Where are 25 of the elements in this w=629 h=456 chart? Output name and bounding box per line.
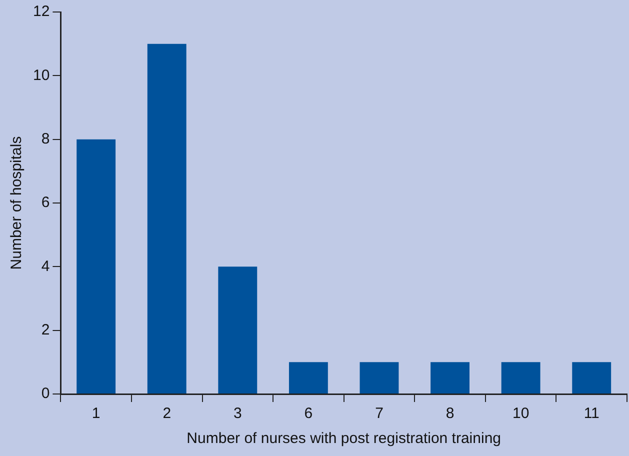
y-tick-label: 6 bbox=[41, 194, 50, 212]
x-tick-label: 6 bbox=[304, 405, 313, 422]
bar bbox=[147, 44, 186, 394]
bar bbox=[218, 266, 258, 394]
bar bbox=[76, 139, 116, 394]
y-axis-title: Number of hospitals bbox=[8, 136, 26, 270]
bar bbox=[288, 362, 328, 394]
x-tick-label: 1 bbox=[92, 405, 100, 422]
x-tick-label: 11 bbox=[584, 405, 600, 422]
x-tick-label: 7 bbox=[375, 405, 384, 422]
y-tick-label: 0 bbox=[41, 385, 50, 402]
x-axis-title: Number of nurses with post registration training bbox=[186, 430, 501, 448]
bar bbox=[572, 362, 612, 394]
bar bbox=[501, 362, 540, 394]
y-tick-label: 8 bbox=[41, 130, 50, 148]
bar bbox=[360, 362, 399, 394]
y-tick-label: 10 bbox=[32, 66, 50, 84]
x-tick-label: 8 bbox=[446, 405, 454, 422]
x-tick-label: 2 bbox=[162, 405, 172, 422]
bar bbox=[430, 362, 470, 394]
y-tick-label: 2 bbox=[41, 321, 50, 338]
y-tick-label: 4 bbox=[41, 258, 50, 275]
x-tick-label: 3 bbox=[233, 405, 242, 422]
y-tick-label: 12 bbox=[32, 3, 50, 20]
x-tick-label: 10 bbox=[512, 405, 530, 422]
